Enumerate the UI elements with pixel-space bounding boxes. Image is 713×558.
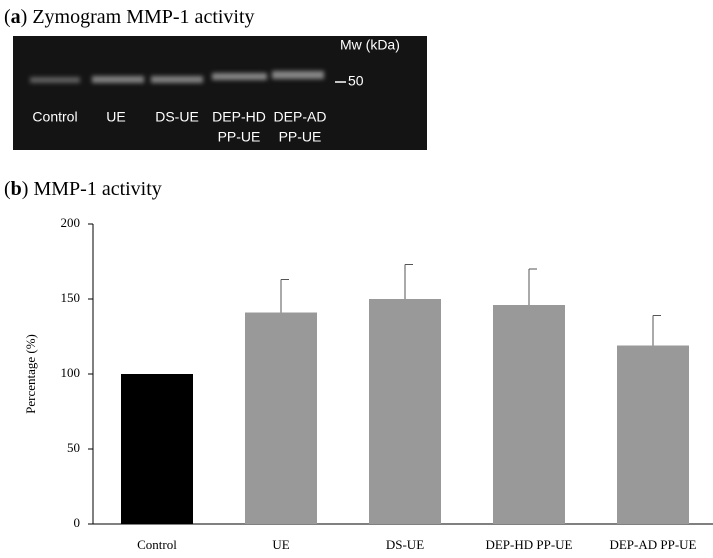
x-tick-label: DEP-HD PP-UE: [485, 537, 572, 552]
lane-label: UE: [106, 109, 125, 125]
error-bar: [280, 279, 289, 313]
error-bar: [528, 268, 537, 305]
y-tick-label: 100: [61, 365, 81, 380]
y-axis-label: Percentage (%): [23, 334, 38, 414]
y-tick-label: 0: [74, 515, 81, 530]
gel-bands: [30, 71, 324, 83]
lane-label: Control: [32, 109, 77, 125]
lane-label: DS-UE: [155, 109, 199, 125]
panel-b-title: (b) MMP-1 activity: [4, 178, 162, 200]
lane-label: DEP-AD: [274, 109, 327, 125]
mw-label: Mw (kDa): [340, 37, 400, 53]
error-bar: [652, 315, 661, 346]
lane-label: PP-UE: [218, 129, 261, 145]
bar: [493, 305, 565, 524]
y-tick-label: 50: [67, 440, 80, 455]
bar: [245, 312, 317, 524]
lane-label: DEP-HD: [212, 109, 266, 125]
x-tick-label: Control: [137, 537, 177, 552]
bar: [617, 345, 689, 524]
gel-image: [13, 36, 427, 150]
bar: [121, 374, 193, 524]
bar: [369, 299, 441, 524]
mw-marker: 50: [348, 73, 364, 89]
error-bar: [404, 264, 413, 299]
x-tick-label: DS-UE: [386, 537, 424, 552]
y-tick-label: 150: [61, 290, 81, 305]
x-tick-label: UE: [272, 537, 289, 552]
lane-label: PP-UE: [279, 129, 322, 145]
panel-a-title: (a) Zymogram MMP-1 activity: [4, 6, 255, 28]
x-tick-label: DEP-AD PP-UE: [609, 537, 696, 552]
y-tick-label: 200: [61, 215, 81, 230]
